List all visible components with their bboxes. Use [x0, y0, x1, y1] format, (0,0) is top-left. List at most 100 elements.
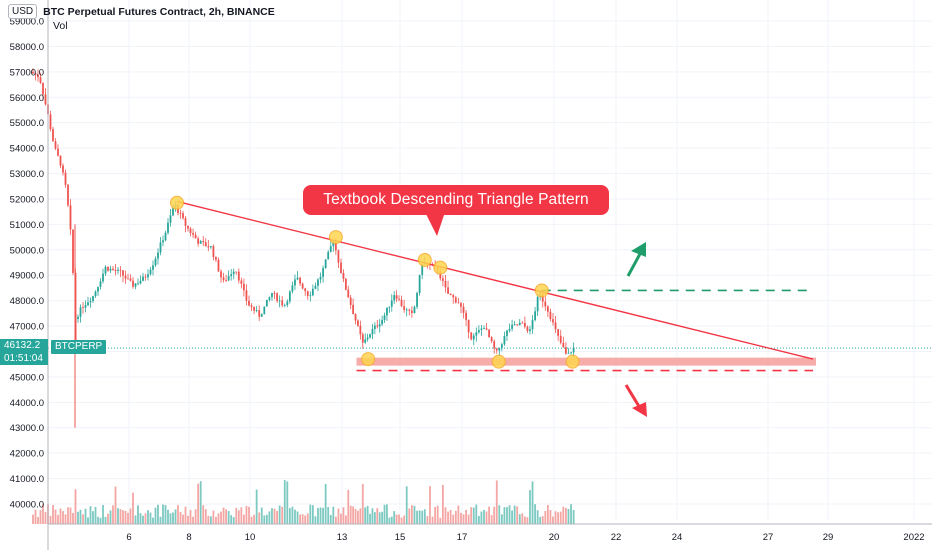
candle-body: [192, 233, 194, 235]
symbol-title[interactable]: BTC Perpetual Futures Contract, 2h, BINA…: [43, 5, 275, 18]
candle-body: [488, 329, 490, 338]
candle-body: [291, 285, 294, 292]
volume-bar: [544, 511, 547, 524]
volume-bar: [169, 513, 172, 524]
volume-bar: [137, 505, 139, 524]
candle-body: [199, 241, 202, 244]
annotation-callout[interactable]: Textbook Descending Triangle Pattern: [303, 185, 609, 215]
annotation-tail: [425, 212, 445, 236]
candle-body: [42, 82, 44, 95]
x-tick-label: 22: [611, 532, 622, 543]
volume-bar: [480, 511, 483, 524]
volume-bar: [204, 509, 207, 524]
candle-body: [327, 251, 330, 260]
volume-bar: [508, 505, 511, 524]
candle-body: [109, 268, 112, 271]
volume-bar: [54, 509, 57, 524]
candle-body: [37, 74, 39, 78]
candle-body: [364, 339, 367, 343]
candle-body: [278, 300, 281, 302]
volume-bar: [102, 504, 104, 524]
candle-body: [329, 246, 332, 252]
volume-bar: [462, 514, 465, 524]
volume-bar: [112, 505, 114, 524]
volume-bar: [147, 510, 149, 524]
candle-body: [536, 296, 539, 312]
volume-bar: [127, 512, 129, 524]
candle-body: [62, 165, 64, 173]
candle-body: [306, 291, 309, 296]
candle-body: [506, 330, 508, 336]
last-price-label: 46132.2: [0, 339, 48, 352]
volume-bar: [139, 513, 142, 524]
volume-bar: [332, 506, 335, 524]
candle-body: [72, 229, 74, 273]
candle-body: [319, 276, 322, 280]
volume-bar: [294, 509, 296, 524]
candle-body: [485, 328, 488, 330]
pivot-marker: [170, 195, 184, 210]
volume-bar: [77, 511, 79, 524]
candle-body: [162, 240, 164, 243]
down-arrow-shaft: [624, 384, 642, 409]
volume-bar: [286, 481, 289, 524]
down-arrow-head: [632, 402, 647, 417]
candle-body: [552, 319, 554, 323]
volume-bar: [202, 505, 205, 524]
candle-body: [567, 352, 570, 354]
volume-bar: [122, 510, 124, 524]
candle-body: [557, 329, 560, 336]
candle-body: [470, 332, 473, 340]
volume-bar: [263, 515, 266, 524]
candle-body: [94, 291, 97, 297]
candle-body: [480, 328, 483, 331]
candle-body: [57, 148, 59, 156]
volume-bar: [498, 505, 501, 524]
volume-bar: [364, 507, 367, 524]
candle-body: [182, 213, 184, 219]
volume-bar: [230, 515, 233, 524]
volume-bar: [490, 515, 493, 524]
candle-body: [322, 268, 324, 277]
volume-bar: [319, 507, 322, 524]
candle-body: [265, 299, 268, 307]
volume-bar: [483, 509, 485, 524]
candle-body: [142, 276, 144, 281]
x-tick-label: 10: [245, 532, 256, 543]
volume-bar: [152, 517, 154, 524]
drawings-layer: [48, 195, 932, 417]
y-tick-label: 40000.0: [10, 500, 44, 511]
x-tick-label: 24: [672, 532, 683, 543]
currency-badge[interactable]: USD: [8, 4, 38, 19]
volume-bar: [89, 506, 92, 524]
candle-body: [169, 215, 172, 223]
volume-legend[interactable]: Vol: [53, 20, 68, 32]
candle-body: [253, 306, 255, 311]
volume-bar: [485, 511, 488, 524]
candle-body: [393, 295, 396, 301]
volume-bar: [134, 515, 137, 524]
volume-bar: [197, 483, 200, 524]
volume-bar: [340, 513, 342, 524]
up-arrow-head: [631, 242, 646, 257]
volume-bar: [344, 515, 347, 524]
candle-body: [369, 334, 371, 338]
symbol-tag: BTCPERP: [51, 340, 107, 354]
y-tick-label: 53000.0: [10, 169, 44, 180]
candle-body: [189, 228, 192, 234]
volume-bar: [449, 509, 452, 524]
volume-bar: [129, 508, 132, 524]
volume-bar: [467, 514, 470, 524]
volume-bar: [531, 481, 534, 524]
price-axis: 40000.0 41000.0 42000.0 43000.0 44000.0 45000…: [10, 0, 932, 550]
candle-body: [102, 273, 104, 282]
volume-bar: [189, 510, 192, 524]
volume-bar: [67, 507, 69, 524]
candle-body: [107, 266, 109, 271]
candle-body: [366, 337, 369, 340]
candle-body: [516, 324, 519, 326]
candle-body: [235, 271, 238, 273]
volume-bar: [403, 515, 406, 524]
candle-body: [197, 238, 200, 244]
